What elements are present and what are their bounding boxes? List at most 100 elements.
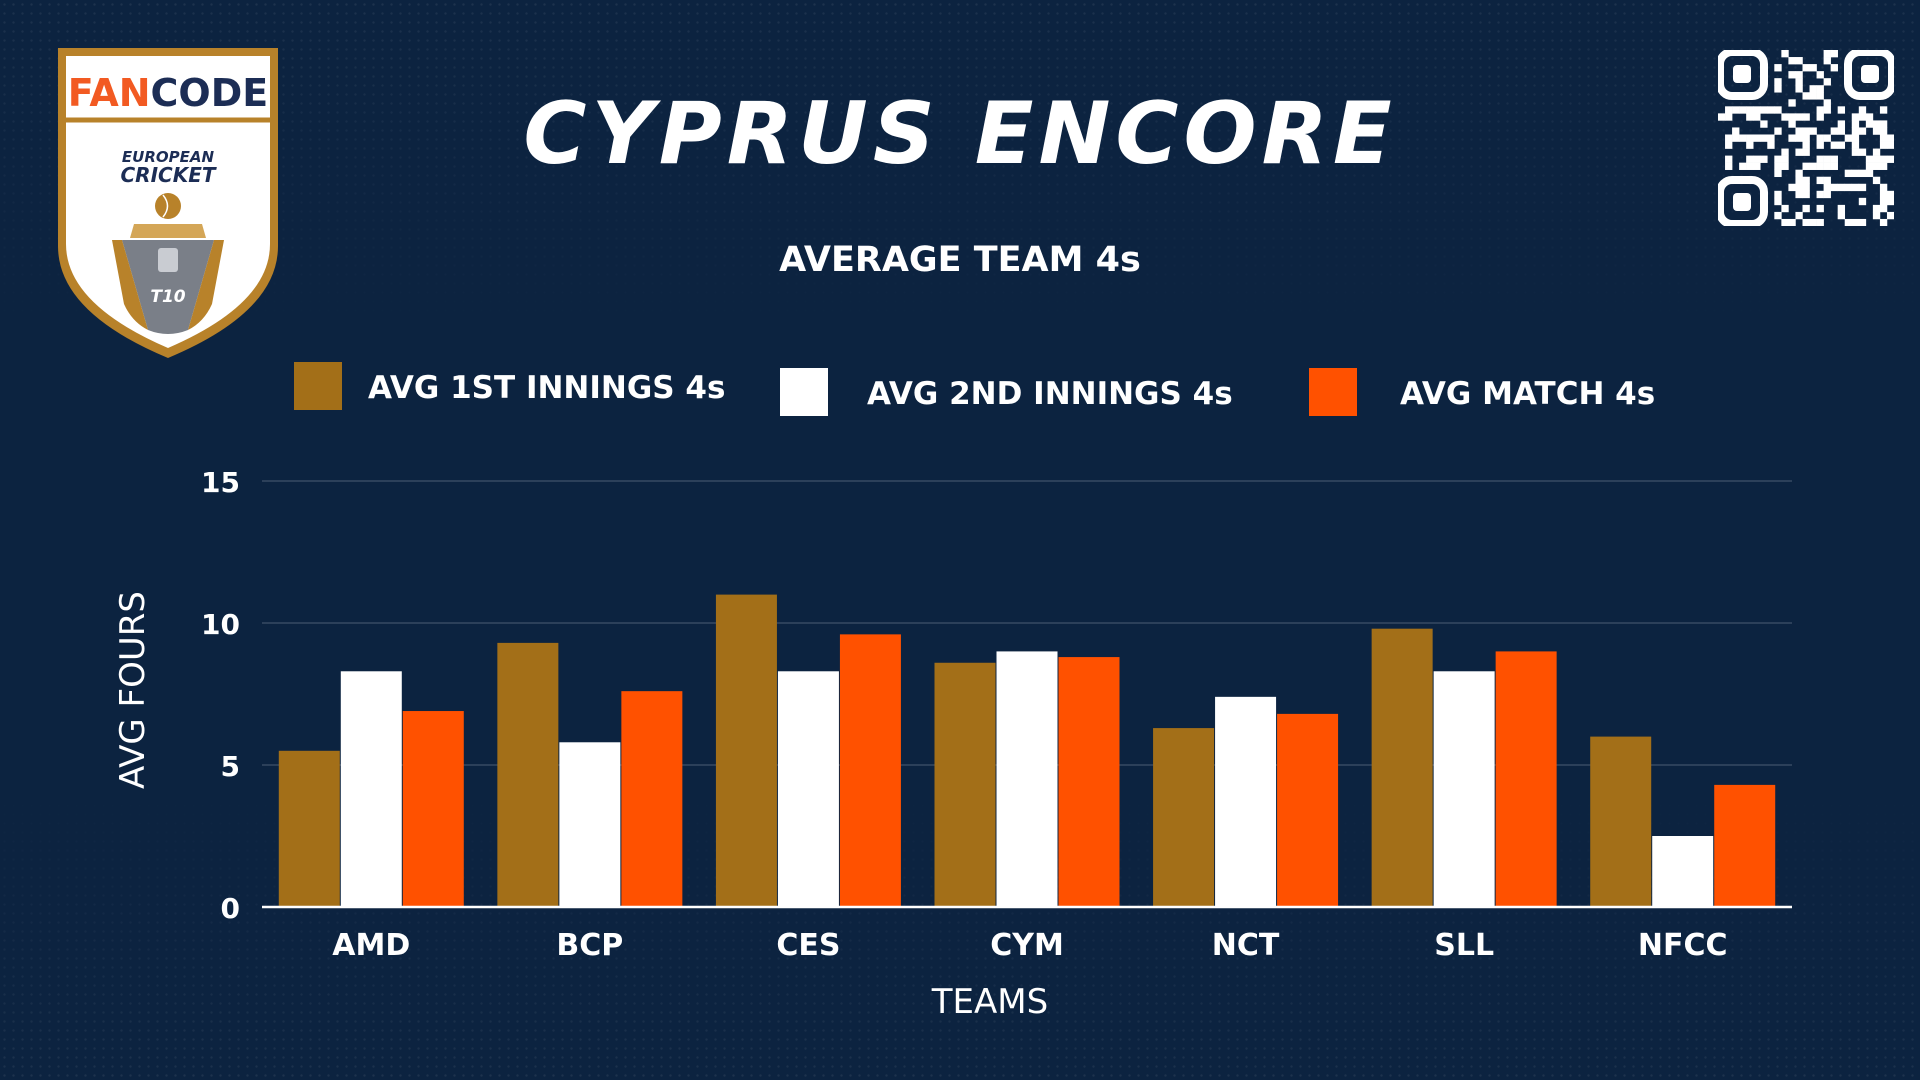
qr-module: [1879, 183, 1888, 192]
qr-module: [1795, 176, 1803, 185]
qr-module: [1802, 218, 1810, 226]
qr-module: [1823, 99, 1831, 107]
qr-module: [1879, 218, 1888, 226]
qr-module: [1851, 183, 1860, 192]
qr-module: [1851, 113, 1860, 121]
qr-module: [1879, 120, 1888, 128]
x-tick-label-bcp: BCP: [556, 928, 623, 963]
qr-module: [1774, 169, 1782, 178]
y-tick-label: 10: [201, 608, 240, 641]
qr-module: [1823, 78, 1831, 86]
qr-module: [1788, 183, 1796, 192]
qr-module: [1879, 204, 1888, 213]
qr-module: [1802, 113, 1810, 121]
bar-ces-series-3: [839, 634, 901, 907]
qr-module: [1879, 190, 1888, 199]
qr-module: [1858, 127, 1867, 135]
qr-module: [1718, 113, 1726, 121]
qr-module: [1823, 50, 1831, 58]
x-tick-label-nct: NCT: [1212, 928, 1280, 963]
logo-brand-code: CODE: [151, 71, 269, 115]
qr-module: [1788, 113, 1796, 121]
qr-module: [1816, 85, 1824, 93]
qr-module: [1767, 141, 1775, 149]
qr-module: [1809, 218, 1817, 226]
bar-nfcc-series-1: [1590, 736, 1652, 907]
qr-module: [1851, 169, 1860, 178]
legend-label-1: AVG 1ST INNINGS 4s: [368, 370, 725, 406]
qr-module: [1746, 155, 1754, 163]
qr-module: [1865, 162, 1874, 170]
qr-module: [1844, 134, 1853, 142]
qr-module: [1823, 106, 1831, 114]
qr-module: [1851, 218, 1860, 226]
qr-module: [1774, 211, 1782, 220]
qr-module: [1795, 113, 1803, 121]
qr-module: [1795, 57, 1803, 65]
qr-module: [1830, 162, 1838, 170]
qr-finder-top-left: [1718, 50, 1768, 100]
trophy-right-arm: [188, 240, 224, 330]
qr-module: [1802, 190, 1810, 199]
x-tick-label-ces: CES: [776, 928, 840, 963]
qr-module: [1886, 190, 1894, 199]
qr-module: [1816, 106, 1824, 114]
bar-nct-series-2: [1215, 696, 1277, 907]
qr-module: [1802, 64, 1810, 72]
qr-module: [1760, 134, 1768, 142]
y-tick-label: 15: [201, 466, 240, 499]
qr-module: [1830, 155, 1838, 163]
qr-module: [1809, 92, 1817, 100]
qr-module: [1879, 155, 1888, 163]
qr-module: [1774, 64, 1782, 72]
y-tick-label: 0: [221, 892, 240, 925]
qr-module: [1865, 120, 1874, 128]
qr-module: [1816, 113, 1824, 121]
bar-sll-series-2: [1433, 671, 1495, 907]
trophy-icon: [122, 240, 214, 334]
bar-amd-series-1: [278, 750, 340, 907]
qr-module: [1837, 211, 1846, 220]
qr-module: [1767, 134, 1775, 142]
qr-module: [1886, 134, 1894, 142]
qr-module: [1781, 50, 1789, 58]
qr-module: [1830, 141, 1838, 149]
qr-module: [1865, 169, 1874, 178]
qr-module: [1795, 190, 1803, 199]
logo-brand-fan: FAN: [68, 71, 151, 115]
qr-module: [1732, 134, 1740, 142]
x-axis-ticks: AMD BCP CES CYM NCT SLL NFCC: [332, 928, 1727, 963]
qr-module: [1725, 162, 1733, 170]
qr-module: [1753, 162, 1761, 170]
qr-module: [1823, 134, 1831, 142]
qr-module: [1816, 71, 1824, 79]
qr-module: [1795, 71, 1803, 79]
qr-module: [1816, 204, 1824, 213]
chart-bars: [278, 594, 1776, 907]
bar-cym-series-2: [996, 651, 1058, 907]
qr-module: [1795, 78, 1803, 86]
qr-module: [1802, 162, 1810, 170]
qr-module: [1837, 106, 1846, 114]
trophy-emblem: [158, 248, 178, 272]
y-tick-label: 5: [221, 750, 240, 783]
x-axis-label: TEAMS: [931, 982, 1048, 1022]
qr-module: [1795, 148, 1803, 156]
qr-module: [1781, 204, 1789, 213]
qr-module: [1851, 134, 1860, 142]
qr-module: [1774, 190, 1782, 199]
bar-bcp-series-3: [621, 691, 683, 907]
trophy-left-arm: [112, 240, 148, 330]
qr-module: [1872, 120, 1881, 128]
chart-title: AVERAGE TEAM 4s: [779, 240, 1141, 280]
qr-module: [1732, 106, 1740, 114]
qr-module: [1809, 127, 1817, 135]
bar-cym-series-3: [1058, 657, 1120, 907]
qr-module: [1872, 148, 1881, 156]
qr-module: [1816, 190, 1824, 199]
qr-module: [1837, 183, 1846, 192]
qr-module: [1781, 218, 1789, 226]
qr-module: [1823, 162, 1831, 170]
qr-module: [1739, 162, 1747, 170]
